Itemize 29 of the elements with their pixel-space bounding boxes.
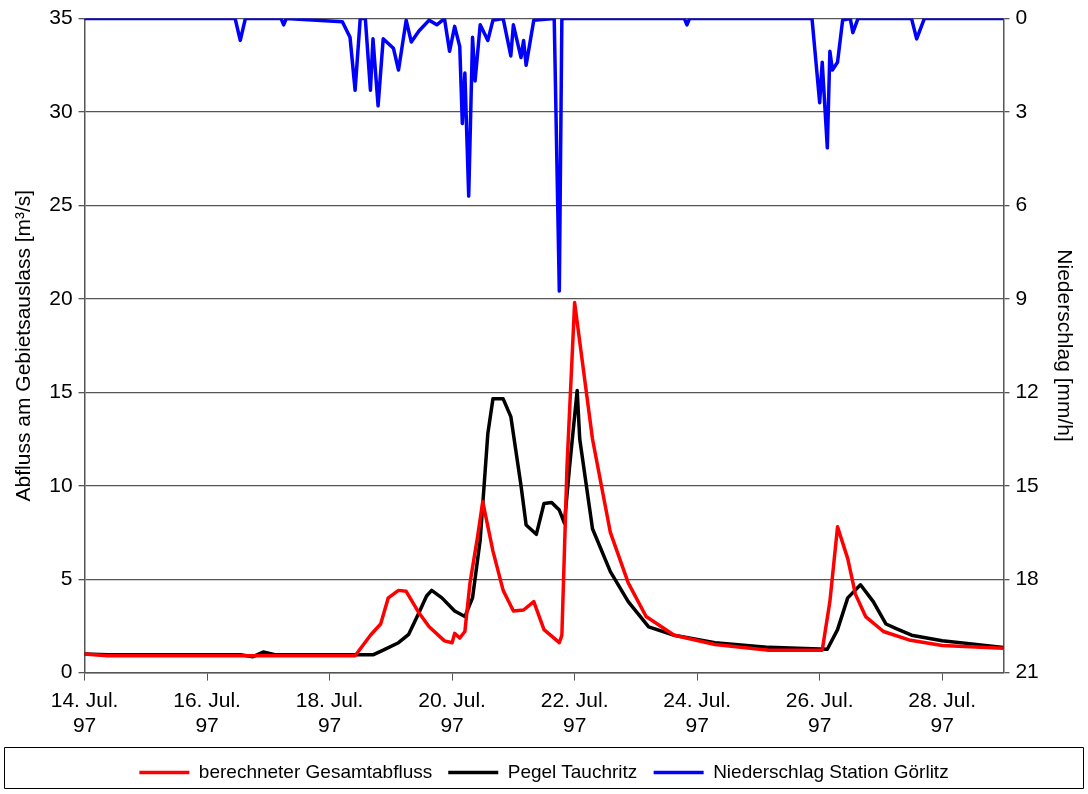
y2-tick-label: 12 — [1015, 379, 1039, 403]
y-tick-label: 15 — [49, 379, 73, 403]
y2-tick-label: 15 — [1015, 472, 1039, 496]
y-tick-label: 0 — [60, 659, 73, 683]
legend-label: berechneter Gesamtabfluss — [198, 760, 433, 782]
legend-label: Pegel Tauchritz — [507, 760, 638, 782]
x-tick-label: 22. Jul. 97 — [540, 688, 609, 737]
y-tick-label: 5 — [60, 565, 73, 589]
y2-tick-label: 9 — [1015, 285, 1028, 309]
y2-axis-title: Niederschlag [mm/h] — [1053, 249, 1077, 442]
y-tick-label: 20 — [49, 285, 73, 309]
y2-tick-label: 6 — [1015, 192, 1028, 216]
x-tick-label: 20. Jul. 97 — [418, 688, 486, 737]
x-tick-label: 26. Jul. 97 — [785, 688, 854, 737]
x-tick-label: 16. Jul. 97 — [173, 688, 241, 737]
x-tick-label: 18. Jul. 97 — [295, 688, 364, 737]
x-tick-label: 24. Jul. 97 — [663, 688, 732, 737]
legend-label: Niederschlag Station Görlitz — [713, 760, 949, 782]
y2-tick-label: 3 — [1015, 98, 1028, 122]
y-tick-label: 35 — [49, 5, 73, 29]
x-tick-label: 28. Jul. 97 — [908, 688, 977, 737]
y2-tick-label: 21 — [1015, 659, 1039, 683]
y-tick-label: 10 — [49, 472, 73, 496]
y-axis-title: Abfluss am Gebietsauslass [m³/s] — [11, 189, 35, 502]
x-tick-label: 14. Jul. 97 — [50, 688, 119, 737]
y2-tick-label: 0 — [1015, 5, 1028, 29]
y-tick-label: 30 — [49, 98, 73, 122]
y2-tick-label: 18 — [1015, 565, 1039, 589]
y-tick-label: 25 — [49, 192, 73, 216]
